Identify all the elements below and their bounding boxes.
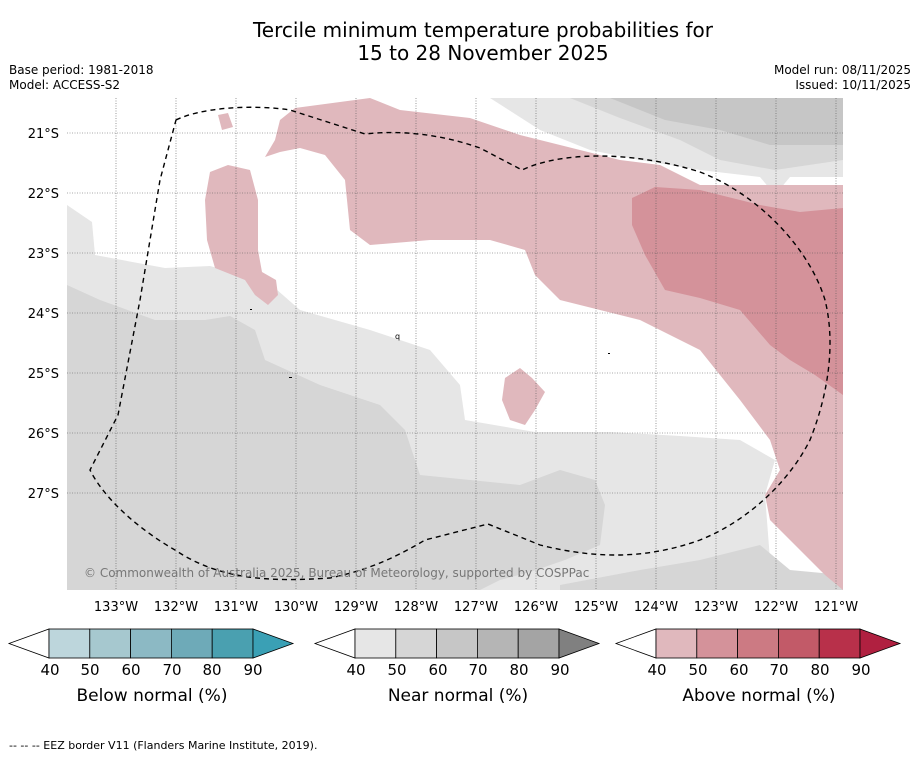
cb-tick: 60 (729, 661, 749, 679)
lat-label: 27°S (28, 487, 59, 502)
colorbar-segment (517, 628, 560, 659)
colorbar-segment (211, 628, 254, 659)
near-normal-region-south (67, 285, 605, 590)
lat-label: 23°S (28, 247, 59, 262)
colorbar-extend-high (859, 628, 902, 659)
lon-label: 122°W (754, 600, 798, 615)
colorbar-extend-low (614, 628, 657, 659)
colorbar-segment (89, 628, 132, 659)
map-plot-area: q (67, 98, 843, 590)
colorbar-segment (354, 628, 397, 659)
lat-label: 25°S (28, 367, 59, 382)
lat-label: 26°S (28, 427, 59, 442)
lon-label: 126°W (514, 600, 558, 615)
lat-labels: 21°S 22°S 23°S 24°S 25°S 26°S 27°S (28, 127, 59, 502)
eez-border (89, 106, 831, 581)
lat-label: 24°S (28, 307, 59, 322)
above-normal-region-west-lobe (205, 165, 278, 305)
lon-label: 129°W (334, 600, 378, 615)
colorbar-segment (476, 628, 519, 659)
lon-label: 128°W (394, 600, 438, 615)
title-line-2: 15 to 28 November 2025 (357, 41, 609, 65)
colorbar-segment (48, 628, 91, 659)
model-run: Model run: 08/11/2025 (773, 63, 911, 77)
map-title: Tercile minimum temperature probabilitie… (0, 19, 919, 65)
lon-labels: 133°W 132°W 131°W 130°W 129°W 128°W 127°… (94, 600, 858, 615)
cb-tick: 70 (468, 661, 488, 679)
cb-tick: 80 (810, 661, 830, 679)
colorbar-below-title: Below normal (%) (76, 686, 228, 706)
lon-label: 121°W (814, 600, 858, 615)
title-line-1: Tercile minimum temperature probabilitie… (252, 18, 714, 42)
meta-right: Model run: 08/11/2025 Issued: 10/11/2025 (774, 63, 911, 93)
colorbar-segment (818, 628, 861, 659)
colorbar-above-title: Above normal (%) (682, 686, 836, 706)
near-normal-region-southeast (560, 545, 843, 590)
cb-tick: 70 (162, 661, 182, 679)
model-name: Model: ACCESS-S2 (9, 78, 121, 92)
base-period: Base period: 1981-2018 (9, 63, 154, 77)
lon-label: 130°W (274, 600, 318, 615)
colorbar-below (7, 628, 295, 659)
colorbar-extend-high (252, 628, 295, 659)
cb-tick: 50 (387, 661, 407, 679)
lat-label: 21°S (28, 127, 59, 142)
colorbar-near-title: Near normal (%) (387, 686, 529, 706)
lon-gridlines (115, 98, 837, 590)
colorbar-extend-high (558, 628, 601, 659)
cb-tick: 50 (80, 661, 100, 679)
colorbar-segment (395, 628, 437, 659)
above-normal-region-small-north (218, 113, 233, 130)
cb-tick: 40 (40, 661, 60, 679)
colorbar-segment (130, 628, 172, 659)
island-dot-3 (250, 309, 252, 310)
island-dot-1 (608, 353, 610, 354)
cb-tick: 40 (647, 661, 667, 679)
lon-label: 132°W (154, 600, 198, 615)
colorbar-extend-low (7, 628, 50, 659)
colorbar-segment (737, 628, 779, 659)
cb-tick: 50 (688, 661, 708, 679)
colorbar-segment (778, 628, 820, 659)
cb-tick: 40 (346, 661, 366, 679)
cb-tick: 90 (243, 661, 263, 679)
cb-tick: 80 (509, 661, 529, 679)
copyright-text: © Commonwealth of Australia 2025, Bureau… (84, 566, 589, 580)
colorbar-above (614, 628, 902, 659)
colorbar-segment (436, 628, 478, 659)
island-marker: q (395, 332, 400, 341)
lon-label: 124°W (634, 600, 678, 615)
cb-tick: 60 (121, 661, 141, 679)
above-normal-region-east-strong (632, 187, 843, 395)
colorbar-extend-low (313, 628, 356, 659)
meta-left: Base period: 1981-2018 Model: ACCESS-S2 (9, 63, 154, 93)
eez-legend-footer: -- -- -- EEZ border V11 (Flanders Marine… (9, 739, 318, 752)
lon-label: 127°W (454, 600, 498, 615)
colorbar-near (313, 628, 601, 659)
cb-tick: 60 (428, 661, 448, 679)
issued-date: Issued: 10/11/2025 (795, 78, 911, 92)
cb-tick: 70 (769, 661, 789, 679)
lat-gridlines (67, 132, 843, 494)
cb-tick: 90 (550, 661, 570, 679)
colorbar-segment (696, 628, 738, 659)
lat-label: 22°S (28, 187, 59, 202)
colorbar-segment (655, 628, 698, 659)
cb-tick: 80 (202, 661, 222, 679)
island-dot-2 (289, 377, 292, 378)
lon-label: 123°W (694, 600, 738, 615)
lon-label: 131°W (214, 600, 258, 615)
colorbar-segment (170, 628, 213, 659)
lon-label: 133°W (94, 600, 138, 615)
above-normal-region-small-south (502, 368, 545, 425)
cb-tick: 90 (851, 661, 871, 679)
lon-label: 125°W (574, 600, 618, 615)
